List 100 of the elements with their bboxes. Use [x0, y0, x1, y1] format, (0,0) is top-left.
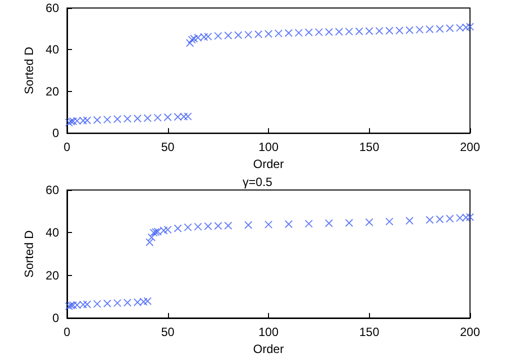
- point: [375, 26, 384, 35]
- point: [186, 39, 194, 48]
- point: [190, 34, 198, 43]
- x-tick-label: 0: [64, 325, 71, 339]
- chart-title: γ=0.5: [242, 175, 273, 189]
- x-tick-label: 200: [460, 140, 480, 154]
- point: [406, 26, 414, 34]
- point: [426, 216, 434, 224]
- point: [244, 30, 252, 39]
- point: [164, 113, 172, 122]
- point: [314, 28, 323, 36]
- point: [385, 26, 394, 35]
- point: [462, 214, 470, 222]
- point: [83, 116, 92, 124]
- x-tick-label: 100: [258, 325, 279, 339]
- point: [194, 34, 202, 42]
- point: [174, 224, 182, 232]
- point: [462, 23, 470, 32]
- point: [335, 28, 344, 36]
- point: [385, 218, 394, 226]
- point: [69, 301, 78, 310]
- x-tick-label: 200: [460, 325, 480, 339]
- point: [204, 32, 212, 41]
- y-tick-label: 20: [46, 268, 60, 282]
- point: [93, 300, 102, 308]
- x-tick-label: 150: [359, 325, 380, 339]
- point: [204, 222, 212, 230]
- point: [123, 114, 132, 123]
- point: [254, 30, 262, 38]
- point: [184, 112, 192, 120]
- point: [180, 112, 188, 121]
- point: [234, 31, 242, 40]
- point: [123, 298, 132, 307]
- point: [244, 220, 252, 229]
- point: [294, 28, 303, 37]
- point: [224, 32, 232, 40]
- point: [174, 112, 182, 121]
- x-tick-label: 50: [161, 140, 175, 154]
- point: [284, 29, 293, 38]
- x-tick-label: 150: [359, 140, 380, 154]
- point: [446, 24, 454, 32]
- point: [324, 28, 333, 36]
- point: [284, 220, 293, 228]
- point: [274, 29, 283, 38]
- point: [140, 298, 148, 306]
- point: [188, 36, 196, 44]
- point: [200, 32, 208, 41]
- x-axis-title: Order: [253, 342, 284, 356]
- y-tick-label: 60: [46, 1, 60, 15]
- y-axis-title: Sorted D: [22, 230, 36, 278]
- point: [65, 302, 74, 310]
- y-tick-label: 20: [46, 84, 60, 98]
- point: [67, 117, 76, 126]
- point: [446, 214, 454, 223]
- point: [73, 300, 82, 309]
- x-tick-label: 50: [161, 325, 175, 339]
- point: [134, 114, 142, 123]
- y-tick-label: 40: [46, 42, 60, 57]
- point: [103, 299, 112, 308]
- point: [160, 226, 168, 235]
- x-tick-label: 0: [64, 140, 71, 154]
- point: [154, 114, 162, 122]
- point: [214, 222, 222, 230]
- point: [264, 30, 272, 38]
- point: [113, 299, 122, 308]
- point: [214, 32, 222, 40]
- point: [466, 22, 474, 31]
- point: [456, 214, 464, 222]
- point: [426, 25, 434, 34]
- point: [65, 118, 74, 127]
- y-tick-label: 0: [52, 311, 60, 325]
- point: [304, 220, 313, 228]
- point: [73, 116, 82, 125]
- point: [264, 220, 272, 229]
- point: [365, 27, 374, 36]
- point: [93, 116, 102, 124]
- point: [456, 24, 464, 32]
- y-tick-label: 0: [52, 126, 60, 140]
- point: [355, 27, 364, 36]
- point: [184, 223, 192, 232]
- point: [79, 300, 88, 309]
- point: [144, 114, 152, 122]
- point: [466, 213, 474, 222]
- point: [345, 218, 354, 227]
- point: [436, 24, 444, 33]
- point: [69, 117, 78, 126]
- point: [345, 28, 354, 36]
- x-tick-label: 100: [258, 140, 279, 154]
- point: [134, 298, 142, 306]
- point: [416, 26, 424, 34]
- point: [79, 116, 88, 125]
- y-axis-title: Sorted D: [22, 46, 36, 94]
- y-tick-label: 60: [46, 183, 60, 197]
- y-tick-label: 40: [46, 226, 60, 240]
- point: [154, 228, 162, 236]
- point: [324, 219, 333, 228]
- x-axis-title: Order: [253, 157, 284, 171]
- point: [224, 222, 232, 230]
- point: [164, 226, 172, 234]
- point: [150, 228, 158, 237]
